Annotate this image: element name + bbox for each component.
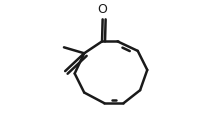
Text: O: O <box>98 3 108 16</box>
